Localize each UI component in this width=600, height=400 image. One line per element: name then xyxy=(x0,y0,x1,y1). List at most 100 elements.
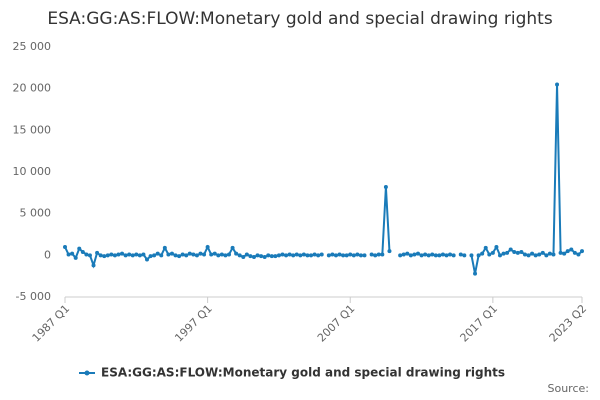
x-tick-label: 2007 Q1 xyxy=(315,302,358,345)
y-tick-label: 20 000 xyxy=(13,82,52,95)
data-point xyxy=(130,253,135,258)
data-point xyxy=(348,252,353,257)
data-point xyxy=(123,253,128,258)
data-point xyxy=(530,251,535,256)
data-point xyxy=(326,253,331,258)
data-point xyxy=(519,250,524,254)
data-point xyxy=(569,247,574,252)
data-point xyxy=(141,252,146,257)
data-point xyxy=(497,253,502,258)
x-tick-label: 2017 Q1 xyxy=(458,302,501,345)
x-tick-label: 1987 Q1 xyxy=(30,302,73,345)
data-point xyxy=(148,254,153,259)
data-point xyxy=(262,255,267,259)
data-point xyxy=(415,251,420,256)
data-point xyxy=(152,253,157,258)
data-point xyxy=(202,252,207,257)
data-point xyxy=(426,253,431,258)
x-tick-label: 2023 Q2 xyxy=(547,302,590,345)
data-point xyxy=(145,257,150,262)
data-point xyxy=(501,251,506,256)
data-point xyxy=(80,250,85,254)
data-point xyxy=(251,255,256,259)
data-point xyxy=(333,253,338,258)
data-point xyxy=(180,252,185,257)
data-point xyxy=(526,253,531,258)
data-point xyxy=(109,252,114,257)
data-point xyxy=(259,254,264,259)
data-point xyxy=(355,252,360,257)
data-point xyxy=(184,253,189,258)
data-point xyxy=(351,253,356,258)
data-point xyxy=(301,252,306,257)
data-point xyxy=(312,252,317,257)
data-point xyxy=(483,245,488,250)
data-point xyxy=(273,254,278,259)
data-point xyxy=(316,253,321,258)
data-point xyxy=(95,250,100,255)
chart-title: ESA:GG:AS:FLOW:Monetary gold and special… xyxy=(47,9,552,29)
data-point xyxy=(255,253,260,258)
data-point xyxy=(473,271,478,276)
data-point xyxy=(505,250,510,255)
data-point xyxy=(476,253,481,258)
data-point xyxy=(451,253,456,258)
data-point xyxy=(401,252,406,257)
data-point xyxy=(398,253,403,258)
data-point xyxy=(433,253,438,258)
data-point xyxy=(448,252,453,257)
data-point xyxy=(223,253,228,258)
data-point xyxy=(234,251,239,256)
data-point xyxy=(344,253,349,258)
data-point xyxy=(116,252,121,257)
data-point xyxy=(87,253,92,258)
data-point xyxy=(462,253,467,258)
source: Source: xyxy=(548,382,590,395)
data-point xyxy=(291,253,296,258)
data-point xyxy=(280,252,285,257)
data-point xyxy=(490,250,495,255)
data-point xyxy=(358,253,363,258)
data-point xyxy=(362,253,367,258)
data-point xyxy=(276,253,281,258)
data-point xyxy=(515,250,520,255)
data-point xyxy=(134,252,139,257)
data-point xyxy=(266,253,271,258)
data-point xyxy=(537,252,542,257)
data-point xyxy=(294,252,299,257)
data-point xyxy=(105,253,110,258)
data-point xyxy=(187,251,192,256)
data-point xyxy=(430,252,435,257)
y-tick-label: -5 000 xyxy=(16,290,51,303)
data-point xyxy=(248,254,253,259)
x-tick-label: 1997 Q1 xyxy=(172,302,215,345)
data-point xyxy=(305,253,310,258)
data-point xyxy=(547,251,552,256)
data-point xyxy=(73,255,78,260)
data-point xyxy=(580,249,584,254)
data-point xyxy=(533,253,538,258)
data-point xyxy=(551,252,556,257)
data-point xyxy=(337,252,342,257)
data-point xyxy=(376,252,381,257)
data-point xyxy=(341,253,346,258)
data-point xyxy=(244,252,249,257)
y-tick-label: 5 000 xyxy=(20,207,52,220)
data-point xyxy=(508,247,513,252)
y-tick-label: 15 000 xyxy=(13,123,52,136)
data-point xyxy=(512,250,517,254)
data-point xyxy=(480,251,485,256)
data-point xyxy=(576,252,581,257)
data-point xyxy=(155,251,160,256)
data-point xyxy=(205,245,210,249)
data-point xyxy=(319,252,324,257)
y-tick-label: 0 xyxy=(44,248,51,261)
data-point xyxy=(191,252,196,257)
data-point xyxy=(405,251,410,256)
data-point xyxy=(241,255,246,259)
data-point xyxy=(555,82,560,87)
data-point xyxy=(269,254,274,259)
data-point xyxy=(230,245,235,250)
legend-label: ESA:GG:AS:FLOW:Monetary gold and special… xyxy=(101,366,505,380)
data-point xyxy=(173,253,178,258)
